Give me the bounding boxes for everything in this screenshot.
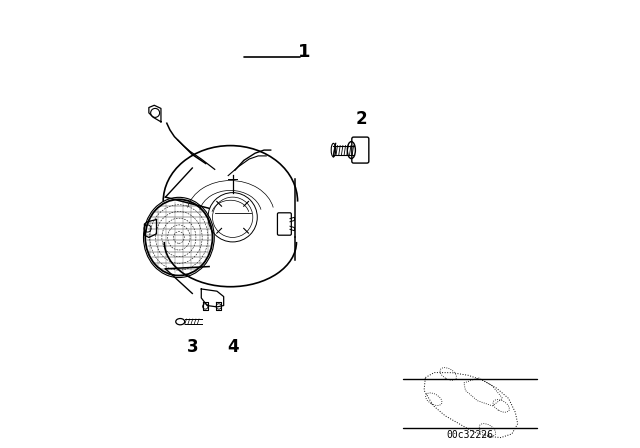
Text: 3: 3 — [186, 338, 198, 356]
Text: 00c32226: 00c32226 — [447, 431, 493, 440]
Text: 1: 1 — [298, 43, 310, 60]
Text: 2: 2 — [355, 110, 367, 128]
Text: 4: 4 — [227, 338, 239, 356]
